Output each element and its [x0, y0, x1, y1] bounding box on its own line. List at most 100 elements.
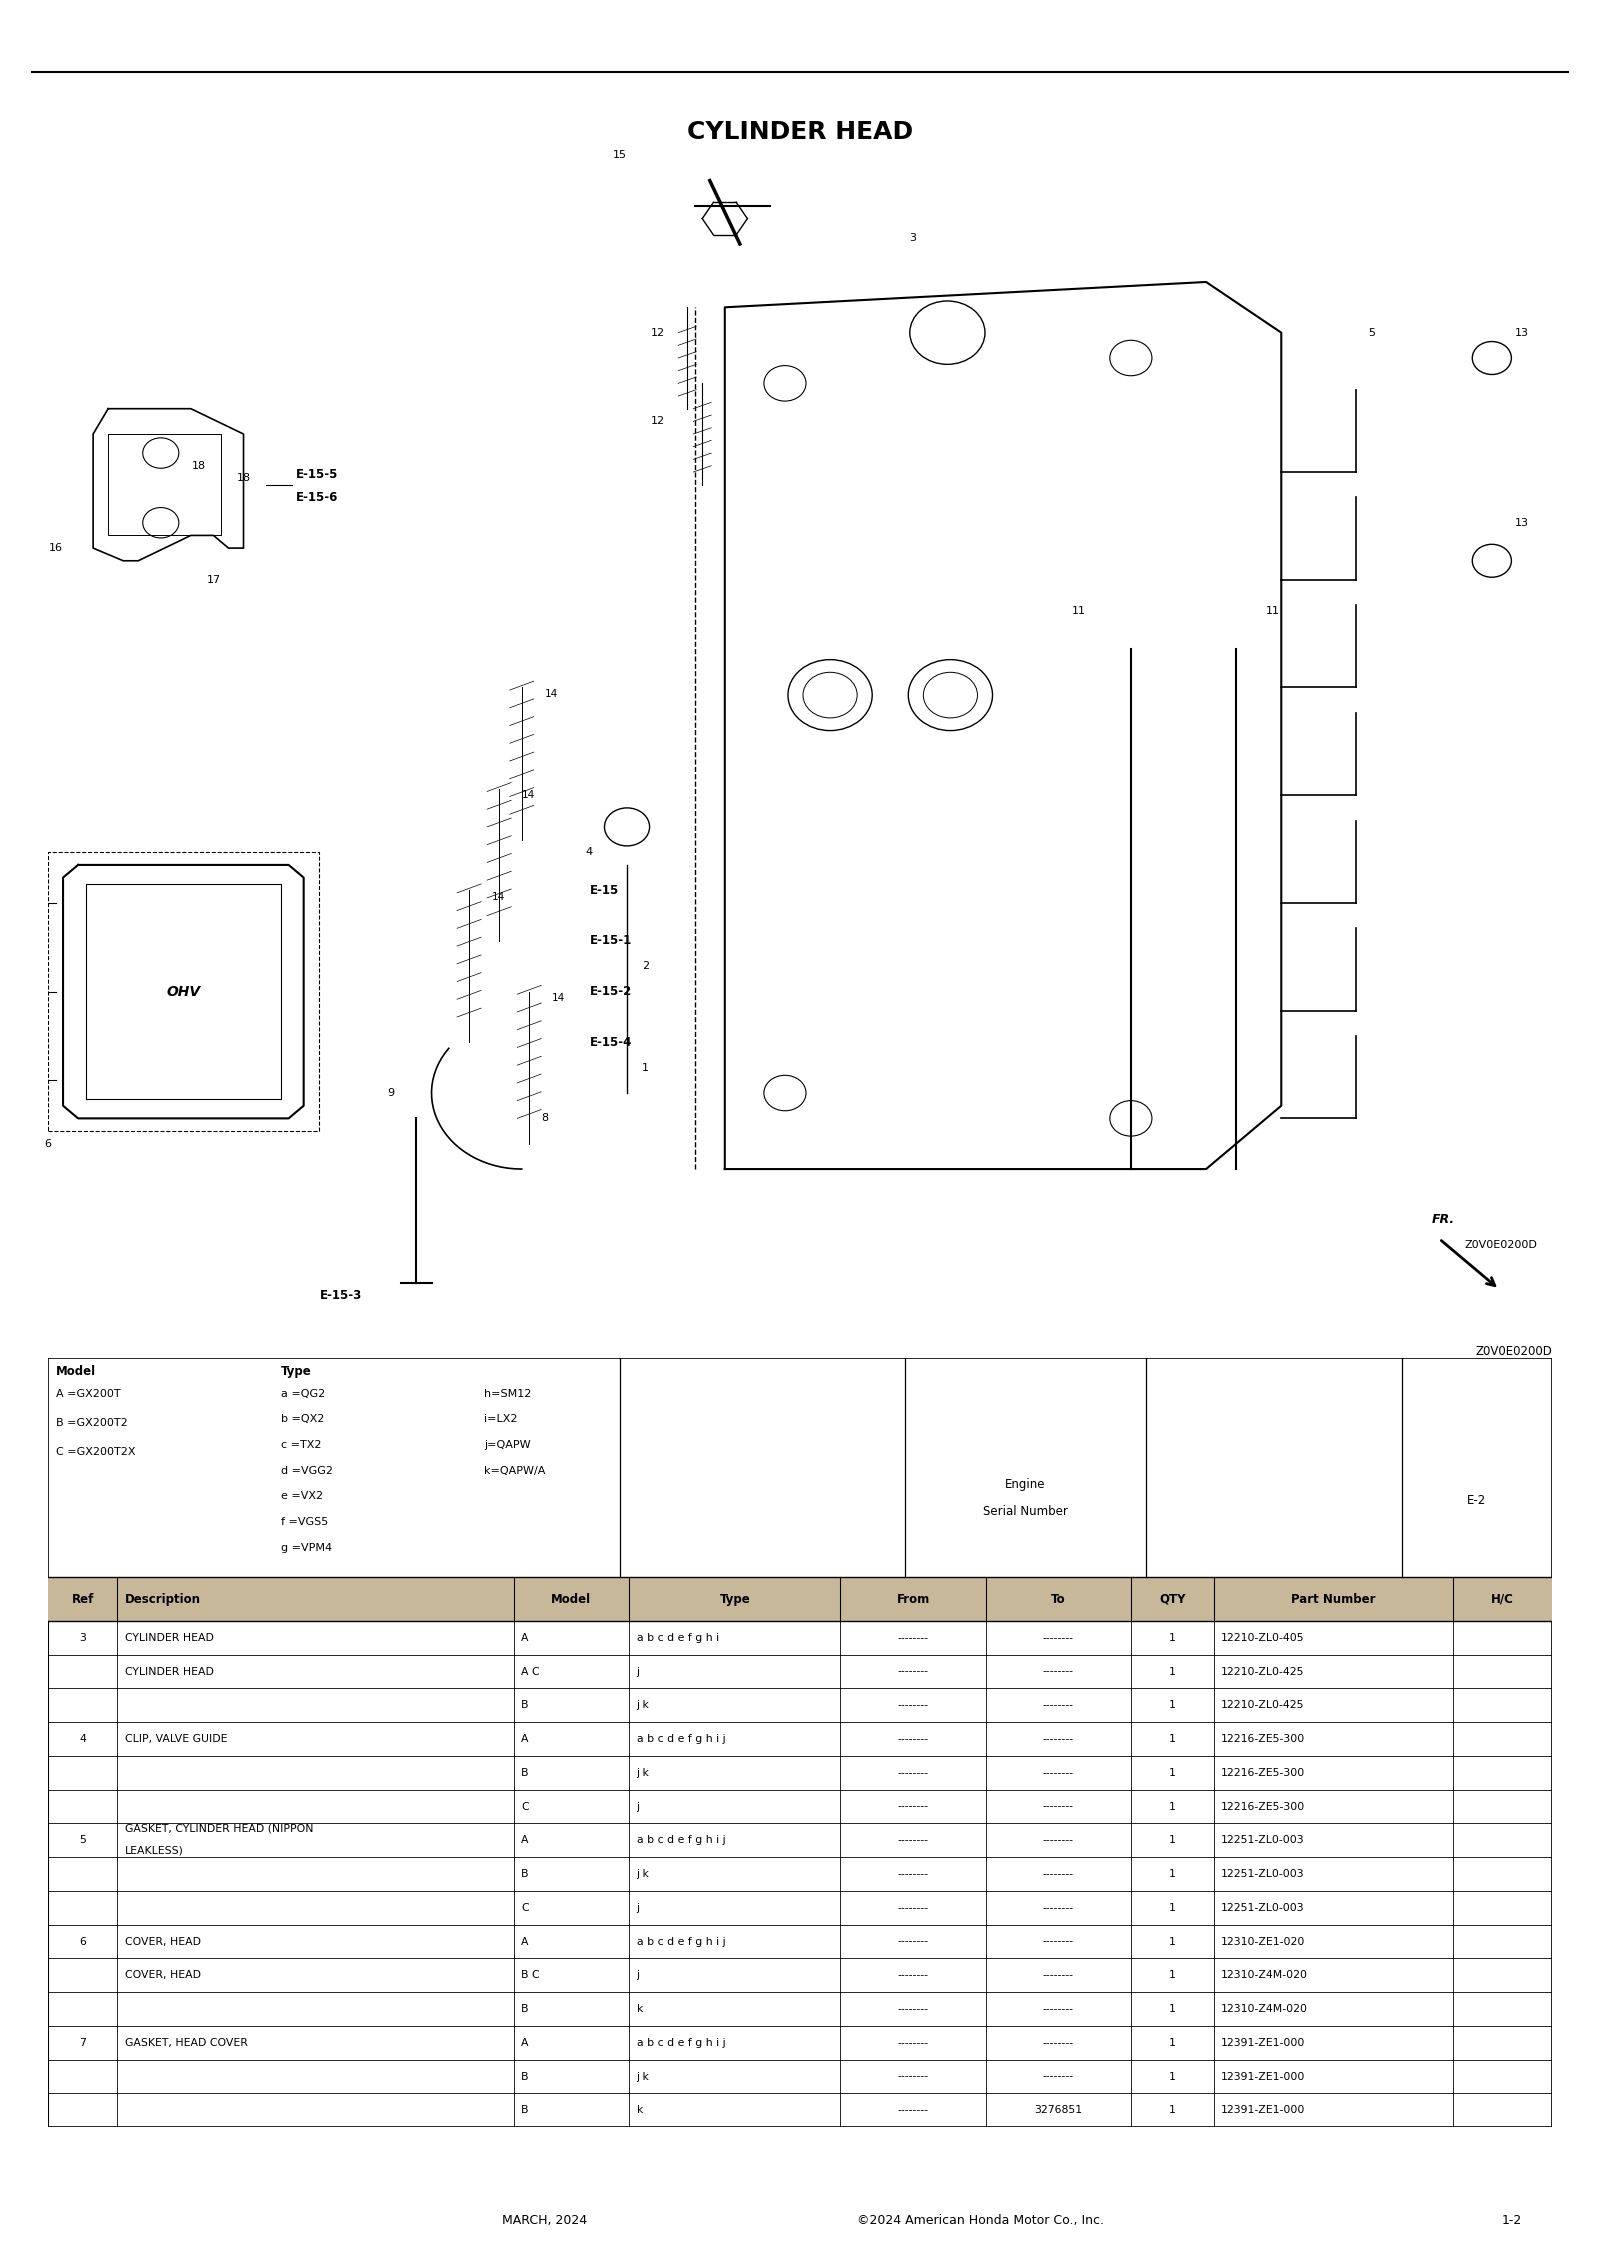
Text: --------: --------: [898, 2005, 928, 2014]
Text: 12210-ZL0-425: 12210-ZL0-425: [1221, 1700, 1304, 1711]
Text: 1: 1: [642, 1064, 650, 1073]
Text: A C: A C: [522, 1666, 539, 1677]
Text: j: j: [637, 1666, 640, 1677]
Text: C =GX200T2X: C =GX200T2X: [56, 1446, 134, 1457]
Text: 12: 12: [651, 416, 664, 425]
Text: 12251-ZL0-003: 12251-ZL0-003: [1221, 1903, 1304, 1912]
Text: --------: --------: [898, 1634, 928, 1643]
Text: 1: 1: [1170, 1937, 1176, 1946]
Text: E-15: E-15: [589, 885, 619, 896]
Text: Serial Number: Serial Number: [982, 1505, 1069, 1518]
Text: A: A: [522, 1937, 528, 1946]
Text: 12216-ZE5-300: 12216-ZE5-300: [1221, 1801, 1306, 1813]
Text: a b c d e f g h i j: a b c d e f g h i j: [637, 1937, 725, 1946]
Text: --------: --------: [898, 1835, 928, 1844]
Text: --------: --------: [898, 1666, 928, 1677]
Text: B: B: [522, 1700, 528, 1711]
Text: 12391-ZE1-000: 12391-ZE1-000: [1221, 2105, 1306, 2116]
Text: QTY: QTY: [1158, 1593, 1186, 1604]
Text: h=SM12: h=SM12: [485, 1389, 531, 1399]
Text: 14: 14: [491, 892, 506, 901]
Text: 1: 1: [1170, 1666, 1176, 1677]
Text: 14: 14: [552, 993, 565, 1003]
Text: GASKET, HEAD COVER: GASKET, HEAD COVER: [125, 2039, 248, 2048]
Text: 14: 14: [544, 688, 557, 699]
Text: 6: 6: [45, 1138, 51, 1150]
Text: a b c d e f g h i: a b c d e f g h i: [637, 1634, 718, 1643]
Text: B: B: [522, 2005, 528, 2014]
Text: a b c d e f g h i j: a b c d e f g h i j: [637, 2039, 725, 2048]
Text: B: B: [522, 2071, 528, 2082]
Text: --------: --------: [898, 1733, 928, 1745]
Text: 4: 4: [80, 1733, 86, 1745]
Text: A =GX200T: A =GX200T: [56, 1389, 120, 1399]
Text: j=QAPW: j=QAPW: [485, 1439, 531, 1451]
Text: --------: --------: [1043, 1666, 1074, 1677]
Text: OHV: OHV: [166, 984, 200, 998]
Text: --------: --------: [1043, 1767, 1074, 1779]
Text: --------: --------: [1043, 1700, 1074, 1711]
Text: 12210-ZL0-405: 12210-ZL0-405: [1221, 1634, 1304, 1643]
Text: E-15-1: E-15-1: [589, 935, 632, 948]
Text: --------: --------: [1043, 1634, 1074, 1643]
Text: j k: j k: [637, 1700, 650, 1711]
Text: 12391-ZE1-000: 12391-ZE1-000: [1221, 2039, 1306, 2048]
Text: E-2: E-2: [1467, 1494, 1486, 1507]
Text: CYLINDER HEAD: CYLINDER HEAD: [686, 120, 914, 145]
Text: 15: 15: [613, 149, 627, 161]
Text: E-15-4: E-15-4: [589, 1036, 632, 1048]
Text: 1: 1: [1170, 1700, 1176, 1711]
Text: To: To: [1051, 1593, 1066, 1604]
Text: j: j: [637, 1903, 640, 1912]
Text: CLIP, VALVE GUIDE: CLIP, VALVE GUIDE: [125, 1733, 227, 1745]
Text: Z0V0E0200D: Z0V0E0200D: [1475, 1344, 1552, 1358]
Text: 1: 1: [1170, 1971, 1176, 1980]
Text: j k: j k: [637, 2071, 650, 2082]
Text: k=QAPW/A: k=QAPW/A: [485, 1466, 546, 1475]
Text: 1: 1: [1170, 1634, 1176, 1643]
Text: A: A: [522, 1634, 528, 1643]
Text: 17: 17: [206, 575, 221, 584]
Text: 3276851: 3276851: [1034, 2105, 1083, 2116]
Text: --------: --------: [898, 2071, 928, 2082]
Text: 3: 3: [80, 1634, 86, 1643]
Text: --------: --------: [1043, 1835, 1074, 1844]
Text: Description: Description: [125, 1593, 202, 1604]
Text: 12210-ZL0-425: 12210-ZL0-425: [1221, 1666, 1304, 1677]
Text: a b c d e f g h i j: a b c d e f g h i j: [637, 1733, 725, 1745]
Text: E-15-2: E-15-2: [589, 984, 632, 998]
Text: 12310-Z4M-020: 12310-Z4M-020: [1221, 1971, 1309, 1980]
Text: --------: --------: [1043, 1733, 1074, 1745]
Text: j k: j k: [637, 1869, 650, 1878]
Text: E-15-5: E-15-5: [296, 468, 339, 482]
Text: A: A: [522, 1733, 528, 1745]
Text: CYLINDER HEAD: CYLINDER HEAD: [125, 1666, 214, 1677]
Text: 9: 9: [387, 1089, 394, 1098]
Text: --------: --------: [898, 1700, 928, 1711]
Bar: [48, 1577, 1552, 1620]
Text: --------: --------: [898, 1767, 928, 1779]
Text: 16: 16: [48, 543, 62, 552]
Text: MARCH, 2024: MARCH, 2024: [502, 2213, 587, 2227]
Text: k: k: [637, 2005, 643, 2014]
Text: Type: Type: [282, 1365, 312, 1378]
Text: --------: --------: [1043, 2005, 1074, 2014]
Text: 1: 1: [1170, 1801, 1176, 1813]
Text: 6: 6: [80, 1937, 86, 1946]
Text: Model: Model: [56, 1365, 96, 1378]
Text: 1-2: 1-2: [1502, 2213, 1522, 2227]
Text: d =VGG2: d =VGG2: [282, 1466, 333, 1475]
Text: j: j: [637, 1801, 640, 1813]
Text: B C: B C: [522, 1971, 539, 1980]
Text: 11: 11: [1266, 606, 1280, 616]
Text: 12: 12: [651, 328, 664, 337]
Text: k: k: [637, 2105, 643, 2116]
Text: LEAKLESS): LEAKLESS): [125, 1844, 184, 1856]
Bar: [48, 853, 318, 1132]
Text: --------: --------: [898, 2105, 928, 2116]
Text: CYLINDER HEAD: CYLINDER HEAD: [125, 1634, 214, 1643]
Text: E-15-6: E-15-6: [296, 491, 339, 505]
Text: 5: 5: [80, 1835, 86, 1844]
Text: B: B: [522, 1869, 528, 1878]
Text: B: B: [522, 1767, 528, 1779]
